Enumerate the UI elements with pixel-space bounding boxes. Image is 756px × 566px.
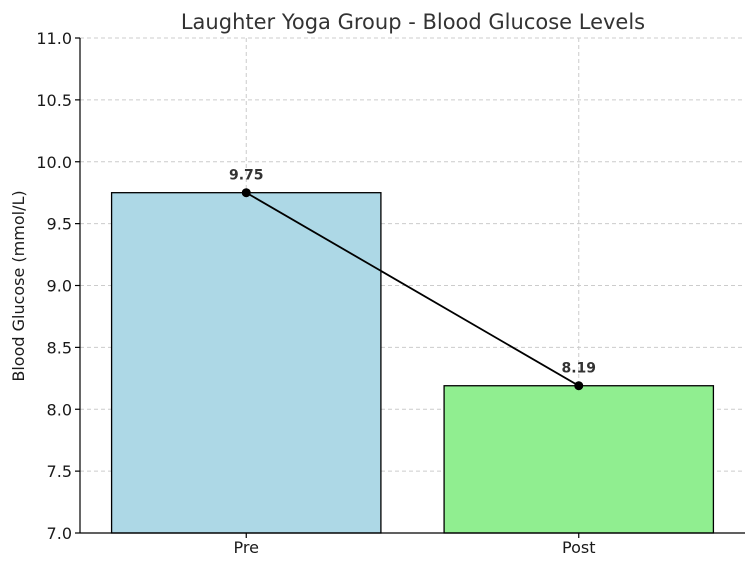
bar-pre: [110, 192, 382, 534]
y-tick-label: 9.5: [47, 215, 72, 234]
bar-post: [443, 385, 715, 534]
y-tick-label: 9.0: [47, 277, 72, 296]
x-tick-label: Post: [562, 538, 595, 557]
y-tick-label: 11.0: [36, 29, 72, 48]
data-label-post: 8.19: [561, 361, 596, 377]
ticks: 7.0 7.5 8.0 8.5 9.0 9.5 10.0 10.5 11.0 Pre Post: [36, 29, 595, 557]
data-labels: 9.75 8.19: [229, 168, 596, 377]
x-tick-label: Pre: [234, 538, 259, 557]
chart-title: Laughter Yoga Group - Blood Glucose Leve…: [181, 10, 645, 34]
y-tick-label: 10.0: [36, 153, 72, 172]
bars: [110, 192, 715, 534]
y-tick-label: 8.5: [47, 338, 72, 357]
trend-point-post: [574, 381, 584, 391]
trend-line: [241, 188, 584, 391]
y-tick-label: 7.0: [47, 524, 72, 543]
trend-point-pre: [241, 188, 251, 198]
y-tick-label: 10.5: [36, 91, 72, 110]
y-tick-label: 8.0: [47, 400, 72, 419]
y-tick-label: 7.5: [47, 462, 72, 481]
trend-line-path: [245, 191, 580, 387]
data-label-pre: 9.75: [229, 168, 264, 184]
y-axis-label: Blood Glucose (mmol/L): [9, 190, 28, 381]
